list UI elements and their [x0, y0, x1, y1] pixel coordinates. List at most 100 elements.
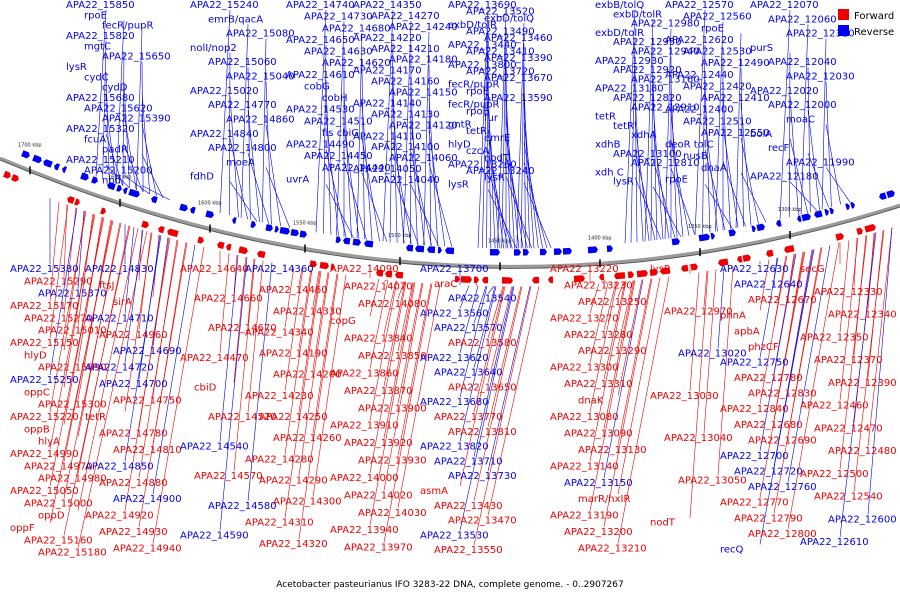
gene-label: exbD/tolR: [595, 28, 644, 39]
gene-label: APA22_13620: [420, 353, 489, 364]
gene-label: APA22_14140: [353, 98, 422, 109]
gene-label: fcuA: [84, 134, 106, 145]
gene-arrow: [599, 273, 605, 281]
gene-label: APA22_12620: [665, 35, 734, 46]
gene-label: APA22_12750: [720, 357, 789, 368]
leader-line: [410, 152, 432, 246]
gene-label: APA22_12330: [814, 287, 883, 298]
leader-line: [589, 282, 609, 363]
gene-label: APA22_13220: [550, 264, 619, 275]
leader-line: [229, 95, 239, 218]
gene-label: APA22_13730: [448, 471, 517, 482]
gene-label: APA22_14280: [245, 454, 314, 465]
gene-label: recQ: [720, 544, 744, 555]
gene-arrow: [437, 246, 442, 254]
legend-swatch-reverse: [838, 25, 849, 36]
gene-label: APA22_12920: [613, 65, 682, 76]
gene-label: APA22_14680: [322, 23, 391, 34]
gene-label: APA22_15170: [10, 301, 79, 312]
leader-line: [630, 37, 636, 243]
gene-label: fecR/pupR: [102, 21, 154, 32]
gene-label: APA22_14640: [180, 264, 249, 275]
gene-label: nolI/nop2: [190, 43, 237, 54]
gene-label: APA22_13180: [595, 84, 664, 95]
leader-line: [722, 161, 746, 227]
gene-label: APA22_13200: [564, 527, 633, 538]
leader-line: [839, 237, 859, 401]
gene-label: APA22_12760: [748, 482, 817, 493]
gene-label: APA22_14980: [38, 474, 107, 485]
leader-line: [383, 281, 406, 386]
gene-label: araC: [434, 279, 457, 290]
leader-line: [487, 149, 509, 249]
leader-line: [298, 269, 312, 349]
gene-label: APA22_13680: [420, 397, 489, 408]
gene-arrow: [532, 276, 540, 284]
gene-arrow: [11, 174, 19, 182]
gene-label: APA22_11990: [786, 157, 855, 168]
gene-label: APA22_14160: [371, 77, 440, 88]
gene-label: APA22_12720: [734, 467, 803, 478]
top-gene-labels: APA22_15850rpoEfecR/pupRAPA22_15820mgtCA…: [66, 0, 855, 190]
gene-label: APA22_13150: [564, 478, 633, 489]
gene-arrow: [352, 238, 361, 246]
gene-label: APA22_14590: [180, 530, 249, 541]
leader-line: [298, 270, 321, 413]
gene-label: APA22_14200: [273, 370, 342, 381]
leader-line: [735, 33, 742, 229]
leader-line: [523, 182, 552, 248]
leader-line: [312, 273, 338, 434]
gene-arrow: [167, 228, 179, 238]
gene-label: APA22_12040: [768, 57, 837, 68]
gene-arrow: [141, 220, 149, 229]
leader-line: [369, 282, 416, 526]
kbp-label: 1700 kbp: [18, 142, 42, 148]
gene-label: APA22_13390: [484, 53, 553, 64]
gene-label: APA22_13710: [434, 456, 503, 467]
leader-line: [233, 256, 247, 383]
leader-line: [115, 20, 125, 184]
gene-label: APA22_14740: [286, 0, 355, 11]
gene-label: APA22_15000: [24, 498, 93, 509]
leader-line: [298, 272, 330, 476]
gene-label: APA22_14460: [259, 285, 328, 296]
gene-label: APA22_12560: [683, 12, 752, 23]
gene-arrow: [62, 166, 67, 173]
leader-line: [689, 270, 709, 518]
gene-label: APA22_12070: [750, 0, 819, 11]
leader-line: [356, 33, 363, 239]
gene-label: secG: [800, 264, 825, 275]
kbp-label: 1300 kbp: [778, 207, 802, 213]
gene-label: APA22_14830: [85, 264, 154, 275]
leader-line: [759, 257, 779, 358]
gene-label: ftsJ: [99, 280, 114, 291]
leader-line: [603, 279, 644, 478]
leader-line: [49, 217, 105, 487]
leader-line: [589, 283, 600, 314]
gene-label: APA22_15320: [66, 124, 135, 135]
leader-line: [617, 278, 652, 445]
gene-label: APA22_14040: [371, 175, 440, 186]
gene-label: APA22_13670: [484, 73, 553, 84]
leader-line: [704, 114, 718, 232]
leader-line: [501, 36, 507, 249]
gene-arrow: [671, 238, 680, 246]
gene-label: nodT: [650, 518, 676, 529]
leader-line: [95, 9, 107, 177]
genome-backbone: [0, 156, 900, 268]
gene-label: recF: [768, 143, 790, 154]
gene-label: APA22_14300: [273, 497, 342, 508]
gene-label: APA22_14290: [259, 475, 328, 486]
gene-label: APA22_13910: [330, 421, 399, 432]
gene-label: APA22_13210: [578, 544, 647, 555]
leader-line: [773, 251, 805, 420]
gene-arrow: [217, 241, 225, 250]
gene-label: APA22_12340: [828, 310, 897, 321]
gene-label: APA22_14970: [24, 461, 93, 472]
gene-label: APA22_13720: [466, 66, 535, 77]
gene-arrow: [850, 201, 855, 209]
leader-line: [787, 245, 831, 483]
gene-label: APA22_13160: [631, 74, 700, 85]
gene-label: APA22_15220: [10, 412, 79, 423]
gene-label: fdhD: [190, 172, 214, 183]
